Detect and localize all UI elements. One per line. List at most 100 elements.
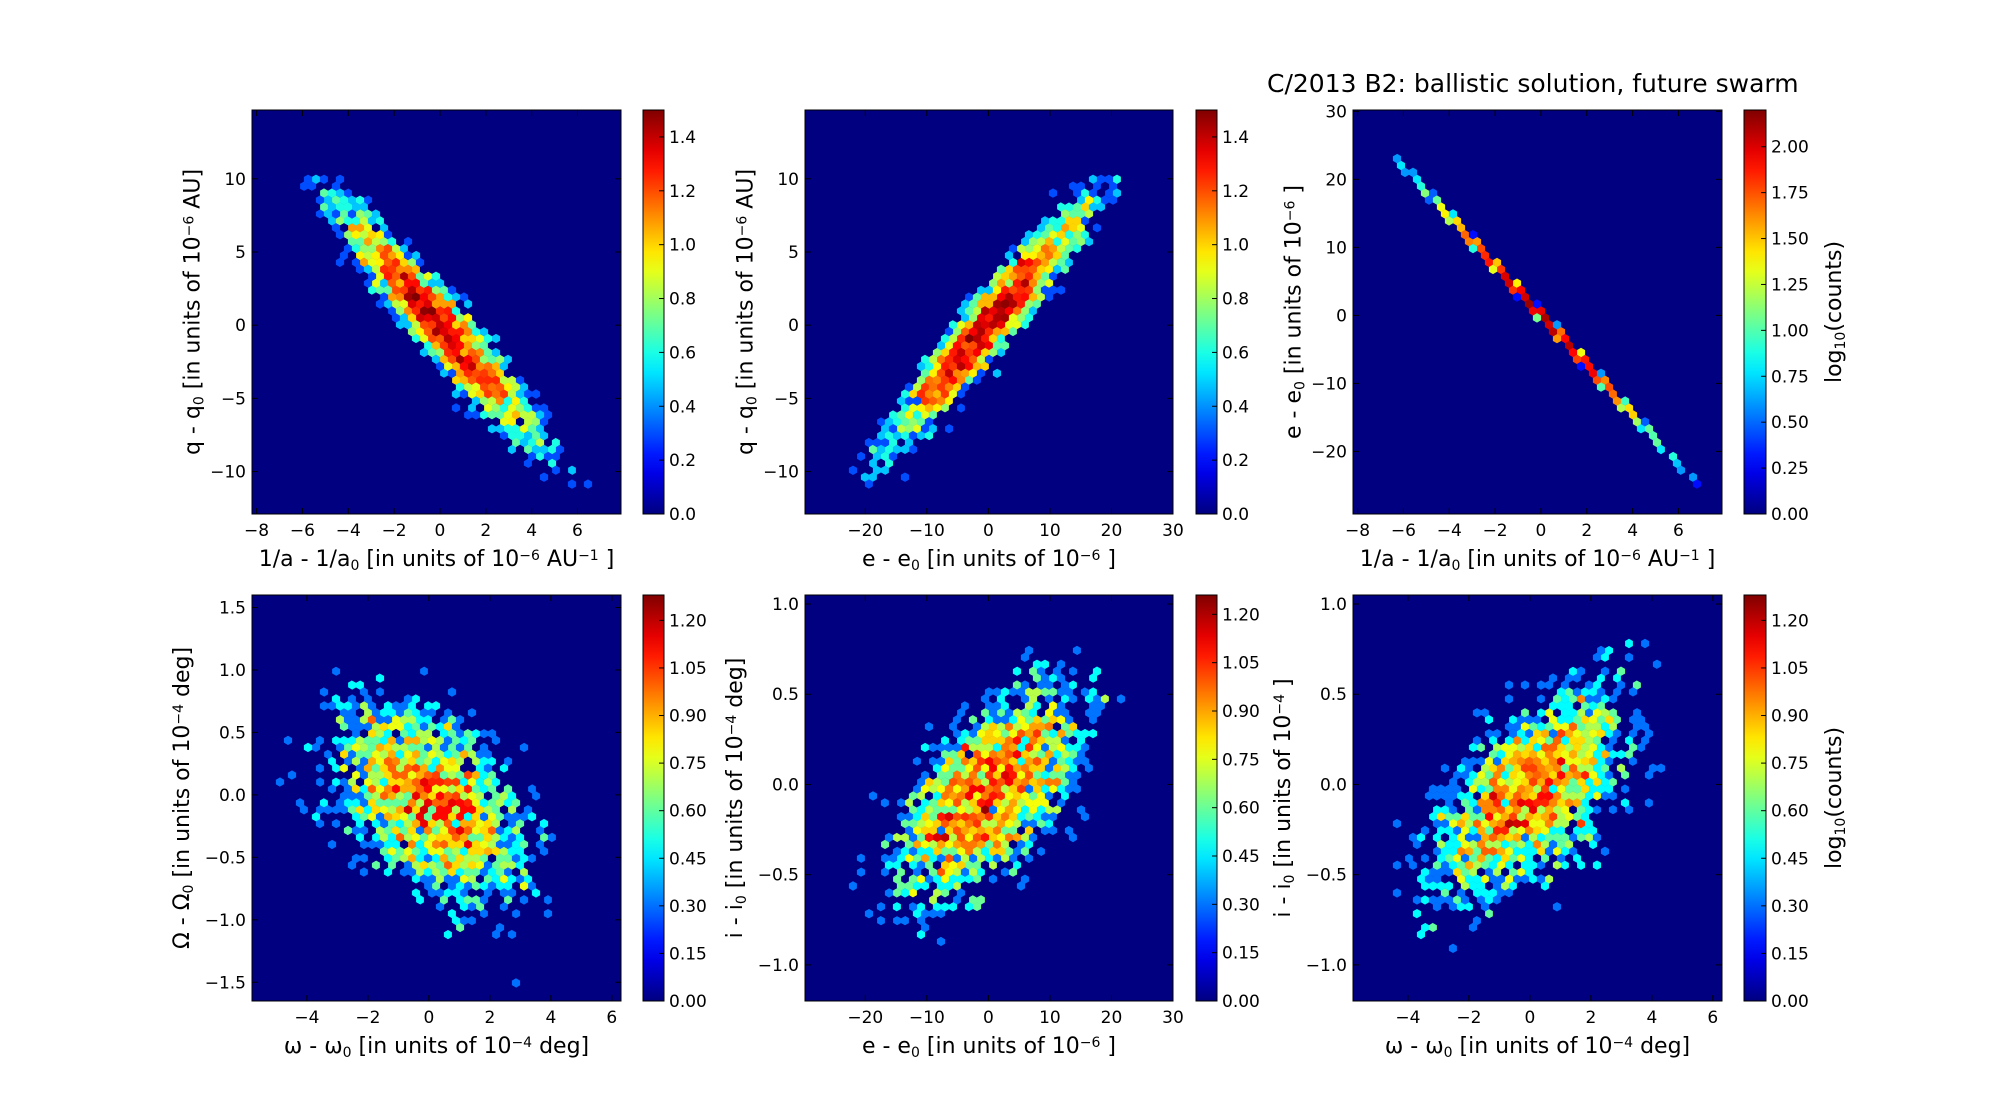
hexbin-cell [912, 756, 922, 766]
hexbin-cell [1052, 777, 1062, 787]
hexbin-cell [403, 708, 413, 718]
hexbin-cell [351, 839, 361, 850]
hexbin-cell [407, 812, 417, 822]
hexbin-cell [487, 825, 497, 836]
hexbin-cell [1580, 659, 1590, 669]
x-tick-label: −8 [244, 521, 269, 541]
hexbin-cell [1500, 770, 1510, 780]
x-axis-label-part: −4 [1612, 1035, 1633, 1051]
hexbin-cell [471, 867, 481, 877]
hexbin-cell [391, 825, 401, 836]
hexbin-cell [912, 895, 922, 905]
hexbin-cell [944, 922, 954, 933]
hexbin-cell [1000, 839, 1010, 850]
hexbin-cell [924, 860, 934, 870]
hexbin-cell [1396, 160, 1406, 171]
hexbin-cell [1576, 874, 1586, 884]
hexbin-cell [507, 985, 517, 995]
hexbin-cell [956, 832, 966, 843]
hexbin-cell [1420, 895, 1430, 905]
hexbin-cell [1516, 798, 1526, 808]
hexbin-cell [511, 812, 521, 822]
hexbin-cell [1580, 701, 1590, 711]
hexbin-cell [467, 320, 477, 330]
hexbin-cell [1636, 756, 1646, 766]
hexbin-cell [407, 257, 417, 268]
hexbin-cell [1596, 812, 1606, 822]
hexbin-cell [343, 243, 353, 254]
hexbin-cell [1084, 223, 1094, 233]
hexbin-cell [371, 694, 381, 704]
hexbin-cell [339, 763, 349, 773]
hexbin-cell [1580, 354, 1590, 365]
hexbin-cell [1064, 257, 1074, 268]
hexbin-cell [1068, 223, 1078, 233]
hexbin-cell [531, 888, 541, 898]
hexbin-cell [1048, 798, 1058, 808]
hexbin-cell [884, 389, 894, 399]
hexbin-cell [1004, 735, 1014, 746]
hexbin-cell [451, 638, 461, 649]
hexbin-cell [1412, 922, 1422, 933]
hexbin-cell [355, 791, 365, 801]
hexbin-cell [367, 230, 377, 240]
hexbin-cell [924, 403, 934, 413]
hexbin-cell [479, 922, 489, 933]
hexbin-cell [427, 874, 437, 884]
hexbin-cell [351, 742, 361, 753]
hexbin-cell [535, 437, 545, 448]
hexbin-cell [339, 666, 349, 676]
hexbin-cell [1028, 805, 1038, 815]
hexbin-cell [1012, 791, 1022, 801]
hexbin-cell [475, 915, 485, 926]
hexbin-cell [1556, 812, 1566, 822]
hexbin-cell [1040, 701, 1050, 711]
hexbin-cell [455, 410, 465, 420]
hexbin-cell [1588, 742, 1598, 753]
hexbin-cell [1004, 805, 1014, 815]
hexbin-cell [315, 777, 325, 787]
hexbin-cell [1040, 798, 1050, 808]
hexbin-cell [439, 299, 449, 309]
hexbin-cell [932, 874, 942, 884]
hexbin-cell [956, 888, 966, 898]
hexbin-cell [896, 451, 906, 462]
hexbin-cell [1048, 825, 1058, 836]
figure-title: C/2013 B2: ballistic solution, future sw… [1267, 69, 1799, 98]
hexbin-cell [968, 909, 978, 919]
hexbin-cell [571, 818, 581, 829]
hexbin-cell [1012, 832, 1022, 843]
y-axis-label-part: −6 [1282, 200, 1298, 221]
hexbin-cell [1480, 832, 1490, 843]
hexbin-cell [383, 687, 393, 697]
hexbin-cell [860, 874, 870, 884]
hexbin-cell [471, 839, 481, 850]
hexbin-cell [443, 320, 453, 330]
hexbin-cell [435, 763, 445, 773]
hexbin-cell [1024, 867, 1034, 877]
hexbin-cell [335, 742, 345, 753]
hexbin-cell [431, 701, 441, 711]
hexbin-cell [555, 430, 565, 441]
hexbin-cell [1016, 895, 1026, 905]
hexbin-cell [1652, 715, 1662, 725]
hexbin-cell [1600, 638, 1610, 649]
hexbin-cell [1600, 652, 1610, 663]
hexbin-cell [479, 881, 489, 891]
hexbin-cell [948, 915, 958, 926]
hexbin-cell [1424, 818, 1434, 829]
colorbar: 0.000.150.300.450.600.750.901.051.20 [642, 594, 707, 1012]
hexbin-cell [523, 417, 533, 427]
hexbin-cell [1040, 839, 1050, 850]
hexbin-cell [888, 812, 898, 822]
hexbin-cell [1604, 701, 1614, 711]
hexbin-cell [479, 895, 489, 905]
x-tick-label: −2 [1483, 521, 1508, 541]
hexbin-cell [1420, 922, 1430, 933]
hexbin-cell [383, 299, 393, 309]
hexbin-cell [1444, 825, 1454, 836]
hexbin-cell [319, 701, 329, 711]
x-axis-label-part: −1 [578, 548, 599, 564]
hexbin-cell [588, 514, 596, 523]
hexbin-cell [900, 860, 910, 870]
